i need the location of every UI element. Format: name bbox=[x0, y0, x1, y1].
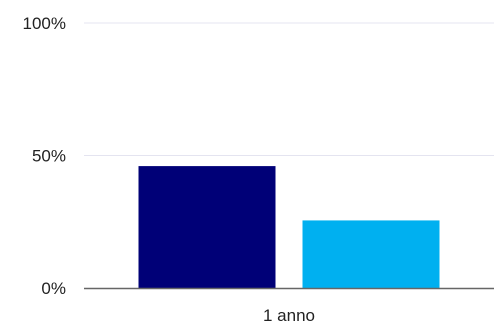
y-axis-tick-labels: 0% 50% 100% bbox=[23, 14, 66, 298]
y-tick-label: 50% bbox=[32, 147, 66, 166]
x-axis-category-labels: 1 anno bbox=[263, 306, 315, 325]
grid-lines bbox=[84, 22, 494, 156]
bar-series-2 bbox=[302, 220, 440, 288]
bar-series-1 bbox=[138, 166, 276, 288]
y-tick-label: 100% bbox=[23, 14, 66, 33]
y-tick-label: 0% bbox=[41, 279, 66, 298]
x-category-label: 1 anno bbox=[263, 306, 315, 325]
bars bbox=[138, 166, 440, 288]
